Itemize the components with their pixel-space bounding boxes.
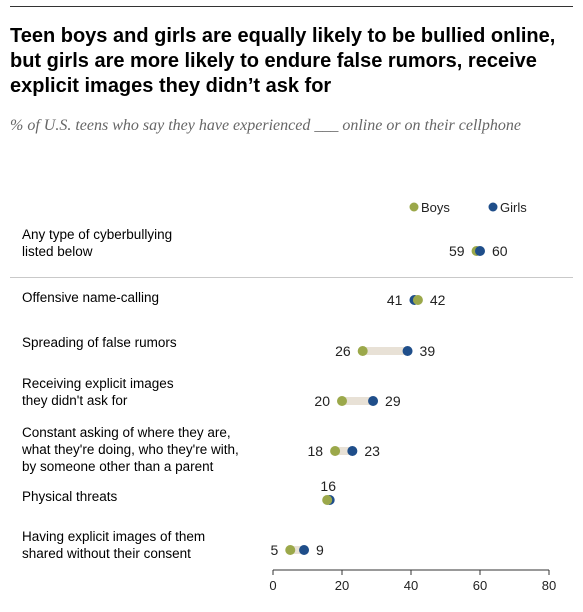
dot-girls [402, 346, 413, 356]
legend-girls-label: Girls [500, 200, 527, 215]
dot-boys [357, 346, 368, 356]
row-label: Constant asking of where they are, what t… [22, 425, 239, 474]
dot-boys [285, 545, 296, 555]
row-label: Having explicit images of them shared wit… [22, 529, 206, 561]
dot-boys [330, 446, 341, 456]
value-label-right: 9 [316, 542, 324, 558]
value-label-left: 5 [270, 542, 278, 558]
value-label-left: 41 [387, 292, 403, 308]
top-rule [10, 6, 573, 7]
x-axis-tick-label: 20 [335, 578, 349, 593]
dot-girls [347, 446, 358, 456]
dot-girls [368, 396, 379, 406]
connector-bar [290, 546, 305, 554]
value-label-left: 26 [335, 343, 351, 359]
row-label: Spreading of false rumors [22, 335, 177, 350]
dot-girls [299, 545, 310, 555]
dot-girls [475, 246, 485, 256]
connector-bar [362, 347, 408, 355]
row-separator [10, 277, 573, 278]
legend-boys-label: Boys [421, 200, 450, 215]
x-axis-tick-label: 80 [542, 578, 556, 593]
value-label-right: 29 [385, 393, 401, 409]
legend-girls-marker [488, 202, 498, 212]
x-axis-tick-label: 0 [269, 578, 276, 593]
value-label-right: 60 [492, 243, 508, 259]
dot-boys [322, 495, 333, 505]
legend-boys-marker [409, 202, 419, 212]
dot-boys [412, 295, 423, 305]
x-axis-tick-label: 40 [404, 578, 418, 593]
row-label: Offensive name-calling [22, 290, 160, 305]
connector-bar [335, 447, 353, 455]
value-label-left: 59 [449, 243, 465, 259]
value-label-center: 16 [320, 478, 336, 494]
chart-title: Teen boys and girls are equally likely t… [10, 25, 556, 97]
connector-bar [342, 397, 374, 405]
x-axis-tick-label: 60 [473, 578, 487, 593]
chart-subtitle: % of U.S. teens who say they have experi… [10, 117, 521, 134]
row-label: Receiving explicit images they didn't ask… [22, 376, 174, 408]
value-label-left: 18 [308, 443, 324, 459]
value-label-right: 39 [420, 343, 436, 359]
row-label: Physical threats [22, 489, 118, 504]
value-label-left: 20 [314, 393, 330, 409]
value-label-right: 23 [364, 443, 380, 459]
row-label: Any type of cyberbullying listed below [22, 227, 173, 259]
value-label-right: 42 [430, 292, 446, 308]
dot-boys [337, 396, 347, 406]
